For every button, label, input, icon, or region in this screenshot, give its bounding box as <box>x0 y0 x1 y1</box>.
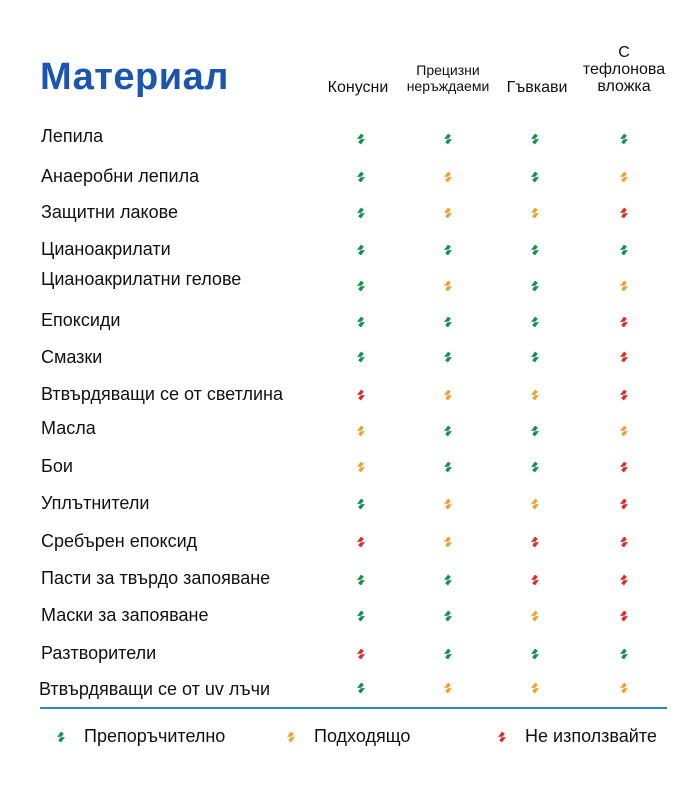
column-header-precision-stainless: Прецизни неръждаеми <box>396 62 500 94</box>
arrow-swirl-icon <box>617 170 631 184</box>
arrow-swirl-icon <box>354 647 368 661</box>
row-label: Масла <box>41 418 96 438</box>
row-label: Цианоакрилатни гелове <box>41 269 242 289</box>
arrow-swirl-icon <box>617 460 631 474</box>
arrow-swirl-icon <box>441 388 455 402</box>
arrow-swirl-icon <box>441 609 455 623</box>
row-label: Втвърдяващи се от uv лъчи <box>39 679 271 699</box>
row-label: Смазки <box>41 347 103 367</box>
arrow-swirl-icon <box>354 170 368 184</box>
column-header-line: неръждаеми <box>406 78 490 94</box>
arrow-swirl-icon <box>354 681 368 695</box>
arrow-swirl-icon <box>441 497 455 511</box>
column-header-line: вложка <box>597 78 651 95</box>
arrow-swirl-icon <box>617 350 631 364</box>
arrow-swirl-icon <box>354 573 368 587</box>
arrow-swirl-icon <box>441 350 455 364</box>
row-label: Сребърен епоксид <box>41 531 198 551</box>
arrow-swirl-icon <box>354 243 368 257</box>
arrow-swirl-icon <box>354 132 368 146</box>
arrow-swirl-icon <box>528 132 542 146</box>
arrow-swirl-icon <box>441 279 455 293</box>
arrow-swirl-icon <box>528 460 542 474</box>
arrow-swirl-icon <box>441 573 455 587</box>
arrow-swirl-icon <box>528 609 542 623</box>
column-header-line: Прецизни <box>416 62 480 78</box>
page-title: Материал <box>40 56 229 98</box>
legend-label: Не използвайте <box>525 726 657 746</box>
arrow-swirl-icon <box>617 609 631 623</box>
arrow-swirl-icon <box>617 279 631 293</box>
arrow-swirl-icon <box>441 132 455 146</box>
legend-label: Препоръчително <box>84 726 226 746</box>
arrow-swirl-icon <box>528 206 542 220</box>
arrow-swirl-icon <box>441 460 455 474</box>
arrow-swirl-icon <box>528 681 542 695</box>
arrow-swirl-icon <box>528 573 542 587</box>
arrow-swirl-icon <box>354 497 368 511</box>
arrow-swirl-icon <box>284 730 298 744</box>
arrow-swirl-icon <box>617 647 631 661</box>
arrow-swirl-icon <box>354 315 368 329</box>
row-label: Бои <box>41 456 73 476</box>
row-label: Епоксиди <box>41 310 121 330</box>
row-label: Защитни лакове <box>41 202 178 222</box>
arrow-swirl-icon <box>617 424 631 438</box>
arrow-swirl-icon <box>528 243 542 257</box>
arrow-swirl-icon <box>354 609 368 623</box>
row-label: Анаеробни лепила <box>41 166 200 186</box>
arrow-swirl-icon <box>354 350 368 364</box>
arrow-swirl-icon <box>354 388 368 402</box>
row-label: Пасти за твърдо запояване <box>41 568 271 588</box>
arrow-swirl-icon <box>441 206 455 220</box>
arrow-swirl-icon <box>528 170 542 184</box>
legend-divider <box>40 707 667 709</box>
legend-label: Подходящо <box>314 726 411 746</box>
arrow-swirl-icon <box>617 132 631 146</box>
column-header-flexible: Гъвкави <box>500 79 574 96</box>
arrow-swirl-icon <box>617 315 631 329</box>
arrow-swirl-icon <box>528 315 542 329</box>
arrow-swirl-icon <box>528 647 542 661</box>
row-label: Втвърдяващи се от светлина <box>41 384 283 404</box>
arrow-swirl-icon <box>354 206 368 220</box>
row-label: Уплътнители <box>41 493 150 513</box>
arrow-swirl-icon <box>441 535 455 549</box>
arrow-swirl-icon <box>617 535 631 549</box>
arrow-swirl-icon <box>441 647 455 661</box>
arrow-swirl-icon <box>528 497 542 511</box>
column-header-conical: Конусни <box>318 79 398 96</box>
column-header-teflon-lined: С тефлонова вложка <box>574 44 674 95</box>
column-header-line: С <box>618 44 630 61</box>
arrow-swirl-icon <box>528 388 542 402</box>
arrow-swirl-icon <box>441 424 455 438</box>
column-header-line: Гъвкави <box>506 79 568 96</box>
arrow-swirl-icon <box>441 170 455 184</box>
arrow-swirl-icon <box>54 730 68 744</box>
arrow-swirl-icon <box>441 681 455 695</box>
column-header-line: тефлонова <box>582 61 666 78</box>
arrow-swirl-icon <box>617 206 631 220</box>
arrow-swirl-icon <box>528 424 542 438</box>
arrow-swirl-icon <box>528 535 542 549</box>
column-header-line: Конусни <box>327 79 389 96</box>
arrow-swirl-icon <box>617 497 631 511</box>
arrow-swirl-icon <box>617 681 631 695</box>
arrow-swirl-icon <box>441 315 455 329</box>
row-label: Маски за запояване <box>41 605 209 625</box>
arrow-swirl-icon <box>441 243 455 257</box>
row-label: Разтворители <box>41 643 157 663</box>
arrow-swirl-icon <box>528 350 542 364</box>
row-label: Цианоакрилати <box>41 239 171 259</box>
arrow-swirl-icon <box>354 535 368 549</box>
arrow-swirl-icon <box>354 460 368 474</box>
arrow-swirl-icon <box>617 573 631 587</box>
row-label: Лепила <box>41 126 104 146</box>
arrow-swirl-icon <box>495 730 509 744</box>
arrow-swirl-icon <box>617 243 631 257</box>
arrow-swirl-icon <box>617 388 631 402</box>
arrow-swirl-icon <box>354 279 368 293</box>
arrow-swirl-icon <box>354 424 368 438</box>
arrow-swirl-icon <box>528 279 542 293</box>
